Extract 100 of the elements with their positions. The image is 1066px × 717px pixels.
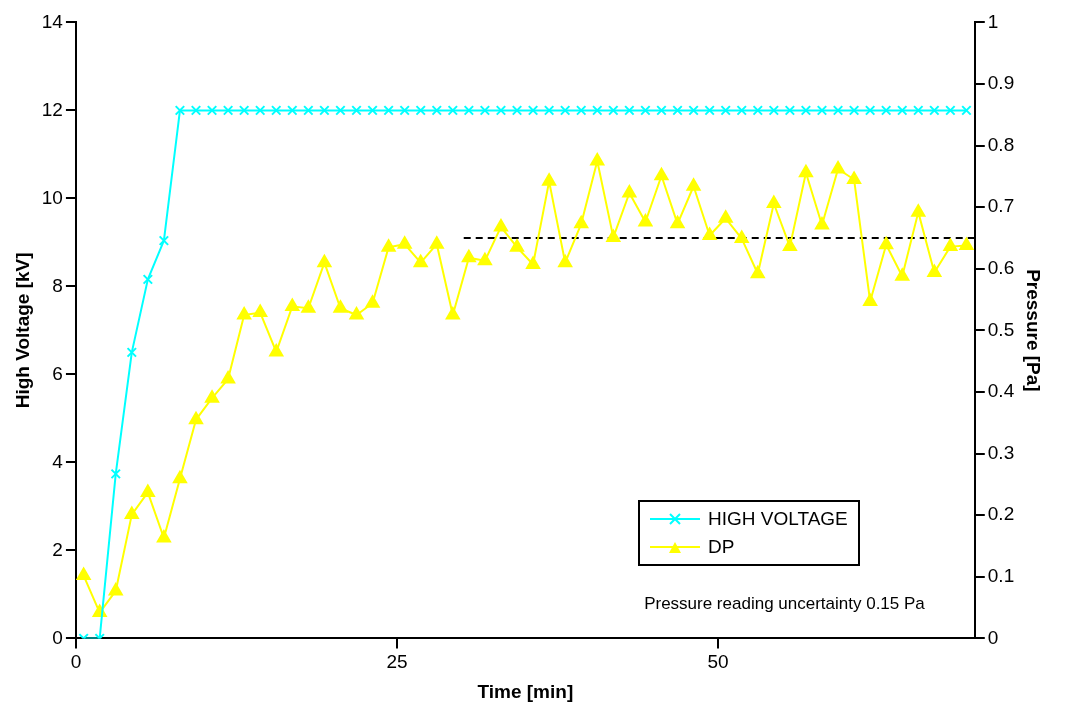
point [333, 300, 348, 313]
point [704, 105, 715, 116]
point [672, 105, 683, 116]
y-tick-label: 8 [52, 274, 63, 296]
point [238, 105, 250, 116]
y-tick-label: 12 [41, 98, 63, 120]
point [397, 236, 412, 249]
point [638, 213, 653, 227]
y-tick-label: 2 [52, 538, 63, 560]
point [832, 105, 844, 116]
point [285, 298, 300, 311]
legend-label: DP [708, 536, 735, 559]
y2-tick-label: 0.5 [987, 318, 1015, 340]
point [895, 268, 910, 281]
y2-tick-label: 0.7 [987, 195, 1015, 217]
point [204, 390, 220, 403]
point [110, 468, 121, 480]
point [526, 256, 541, 269]
point [798, 164, 813, 178]
point [702, 227, 717, 241]
point [847, 171, 862, 184]
point [351, 105, 362, 116]
point [221, 371, 236, 384]
y2-axis-title: Pressure [Pa] [1023, 269, 1045, 392]
point [654, 167, 669, 181]
point [752, 105, 764, 116]
point [287, 105, 298, 116]
y-tick-label: 14 [41, 10, 64, 32]
point [688, 105, 699, 116]
y-tick-label: 4 [52, 450, 64, 472]
point [158, 235, 170, 246]
y2-tick-label: 0.1 [987, 565, 1015, 587]
y2-tick-label: 1 [987, 10, 999, 32]
point [720, 105, 731, 116]
point [896, 105, 908, 116]
point [686, 178, 701, 191]
x-tick-label: 50 [707, 651, 729, 673]
point [349, 307, 364, 320]
annotation: Pressure reading uncertainty 0.15 Pa [644, 594, 925, 615]
point [656, 105, 667, 116]
point [365, 295, 380, 308]
point [190, 105, 202, 116]
point [814, 217, 830, 230]
point [477, 252, 492, 266]
point [800, 105, 812, 116]
point [830, 161, 846, 174]
point [622, 185, 637, 198]
point [527, 105, 539, 116]
point [413, 254, 428, 268]
point [188, 411, 204, 425]
y2-tick-label: 0.6 [987, 257, 1015, 279]
point [945, 105, 956, 116]
x-axis-title: Time [min] [477, 680, 574, 702]
point [848, 105, 860, 116]
point [124, 506, 139, 520]
point [511, 105, 523, 116]
point [399, 105, 410, 116]
point [606, 229, 621, 242]
point [445, 307, 460, 320]
x-tick-label: 0 [70, 651, 82, 673]
point [431, 105, 442, 116]
point [76, 567, 91, 581]
point [303, 105, 314, 116]
point [140, 484, 155, 497]
point [429, 236, 444, 249]
point [172, 470, 188, 484]
point [864, 105, 876, 116]
point [319, 105, 330, 116]
point [574, 215, 589, 229]
point [766, 195, 781, 208]
point [750, 265, 765, 279]
point [126, 347, 138, 358]
point [367, 105, 378, 116]
point [254, 105, 266, 116]
y2-tick-label: 0.4 [987, 380, 1015, 402]
point [542, 173, 557, 186]
y2-tick-label: 0.8 [987, 133, 1015, 155]
point [575, 105, 587, 116]
point [174, 105, 186, 116]
point [913, 105, 924, 116]
point [880, 105, 892, 116]
point [929, 105, 940, 116]
point [509, 239, 525, 252]
point [301, 300, 316, 313]
point [206, 105, 218, 116]
y-tick-label: 0 [52, 626, 63, 648]
point [493, 218, 509, 232]
point [381, 239, 396, 252]
point [624, 105, 635, 116]
point [479, 105, 491, 116]
x-tick-label: 25 [386, 651, 408, 673]
y2-tick-label: 0.2 [987, 503, 1015, 525]
point [253, 304, 268, 318]
point [640, 105, 651, 116]
point [317, 254, 332, 268]
point [271, 105, 282, 116]
point [608, 105, 619, 116]
point [816, 105, 828, 116]
point [782, 238, 797, 252]
legend-label: HIGH VOLTAGE [708, 508, 848, 531]
